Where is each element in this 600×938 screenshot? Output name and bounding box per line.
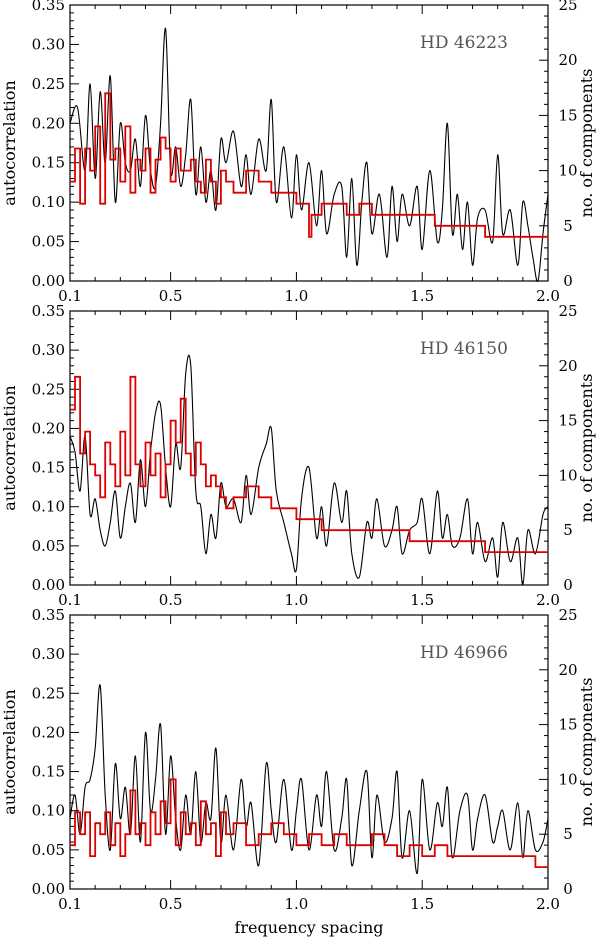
x-tick-label: 1.5 (410, 287, 434, 305)
y-left-axis-label: autocorrelation (0, 385, 19, 510)
x-tick-label: 1.0 (284, 591, 308, 609)
y-right-tick-label: 15 (558, 412, 577, 430)
y-right-tick-label: 10 (558, 162, 577, 180)
y-left-tick-label: 0.15 (32, 763, 65, 781)
y-left-tick-label: 0.35 (32, 606, 65, 624)
x-tick-label: 0.5 (159, 287, 183, 305)
y-right-tick-label: 20 (558, 357, 577, 375)
y-right-tick-label: 10 (558, 466, 577, 484)
plot-frame (69, 310, 549, 586)
y-right-tick-label: 5 (563, 825, 573, 843)
x-tick-label: 2.0 (536, 287, 560, 305)
y-left-tick-label: 0.35 (32, 0, 65, 14)
y-right-tick-label: 0 (563, 576, 573, 594)
y-left-tick-label: 0.20 (32, 723, 65, 741)
y-right-tick-label: 25 (558, 606, 577, 624)
y-left-tick-label: 0.20 (32, 419, 65, 437)
y-left-tick-label: 0.10 (32, 193, 65, 211)
y-right-tick-label: 0 (563, 880, 573, 898)
y-left-tick-label: 0.30 (32, 35, 65, 53)
x-tick-label: 0.1 (58, 287, 82, 305)
y-left-tick-label: 0.15 (32, 154, 65, 172)
chart-panel-1: 0.1 0.5 1.0 1.5 2.0 0.00 0.05 0.10 0.15 0.20 0.25 0… (0, 0, 596, 305)
plot-frame (69, 4, 549, 282)
y-right-tick-label: 5 (563, 521, 573, 539)
y-left-tick-label: 0.10 (32, 498, 65, 516)
star-label: HD 46150 (420, 339, 508, 359)
components-step-line (70, 778, 548, 868)
chart-panel-2: 0.1 0.5 1.0 1.5 2.0 0.00 0.05 0.10 0.15 0.20 0.25 0… (0, 302, 596, 609)
y-left-axis-label: autocorrelation (0, 689, 19, 814)
x-tick-label: 1.0 (284, 287, 308, 305)
y-left-tick-label: 0.05 (32, 841, 65, 859)
y-right-axis-label: no. of components (577, 678, 596, 827)
y-right-tick-label: 15 (558, 106, 577, 124)
y-right-tick-label: 0 (563, 272, 573, 290)
x-tick-label: 1.5 (410, 895, 434, 913)
x-tick-label: 0.5 (159, 895, 183, 913)
y-right-tick-label: 15 (558, 716, 577, 734)
y-left-tick-label: 0.00 (32, 880, 65, 898)
y-left-tick-label: 0.00 (32, 272, 65, 290)
y-left-tick-label: 0.35 (32, 302, 65, 320)
x-tick-label: 0.1 (58, 895, 82, 913)
y-left-axis-label: autocorrelation (0, 80, 19, 205)
y-left-tick-label: 0.15 (32, 459, 65, 477)
y-left-tick-label: 0.25 (32, 75, 65, 93)
autocorrelation-line (70, 27, 548, 283)
star-label: HD 46223 (420, 33, 508, 53)
x-axis-label: frequency spacing (234, 918, 383, 937)
autocorrelation-line (70, 354, 548, 586)
x-tick-label: 1.0 (284, 895, 308, 913)
y-right-tick-label: 5 (563, 217, 573, 235)
x-tick-label: 1.5 (410, 591, 434, 609)
y-left-tick-label: 0.05 (32, 537, 65, 555)
components-step-line (70, 375, 548, 553)
plot-frame (69, 614, 549, 890)
y-right-tick-label: 10 (558, 770, 577, 788)
chart-panel-3: 0.1 0.5 1.0 1.5 2.0 0.00 0.05 0.10 0.15 0.20 0.25 0… (0, 606, 596, 937)
autocorrelation-line (70, 684, 548, 874)
y-right-axis-label: no. of components (577, 69, 596, 218)
y-left-tick-label: 0.20 (32, 114, 65, 132)
y-right-tick-label: 25 (558, 302, 577, 320)
x-tick-label: 2.0 (536, 895, 560, 913)
x-tick-label: 0.1 (58, 591, 82, 609)
y-left-tick-label: 0.30 (32, 645, 65, 663)
x-tick-label: 2.0 (536, 591, 560, 609)
y-left-tick-label: 0.05 (32, 233, 65, 251)
x-tick-label: 0.5 (159, 591, 183, 609)
y-left-tick-label: 0.10 (32, 802, 65, 820)
y-right-tick-label: 20 (558, 661, 577, 679)
components-step-line (70, 92, 548, 238)
y-left-tick-label: 0.00 (32, 576, 65, 594)
y-left-tick-label: 0.25 (32, 684, 65, 702)
star-label: HD 46966 (420, 643, 508, 663)
y-left-tick-label: 0.30 (32, 341, 65, 359)
y-right-axis-label: no. of components (577, 374, 596, 523)
y-right-tick-label: 20 (558, 51, 577, 69)
y-left-tick-label: 0.25 (32, 380, 65, 398)
y-right-tick-label: 25 (558, 0, 577, 14)
